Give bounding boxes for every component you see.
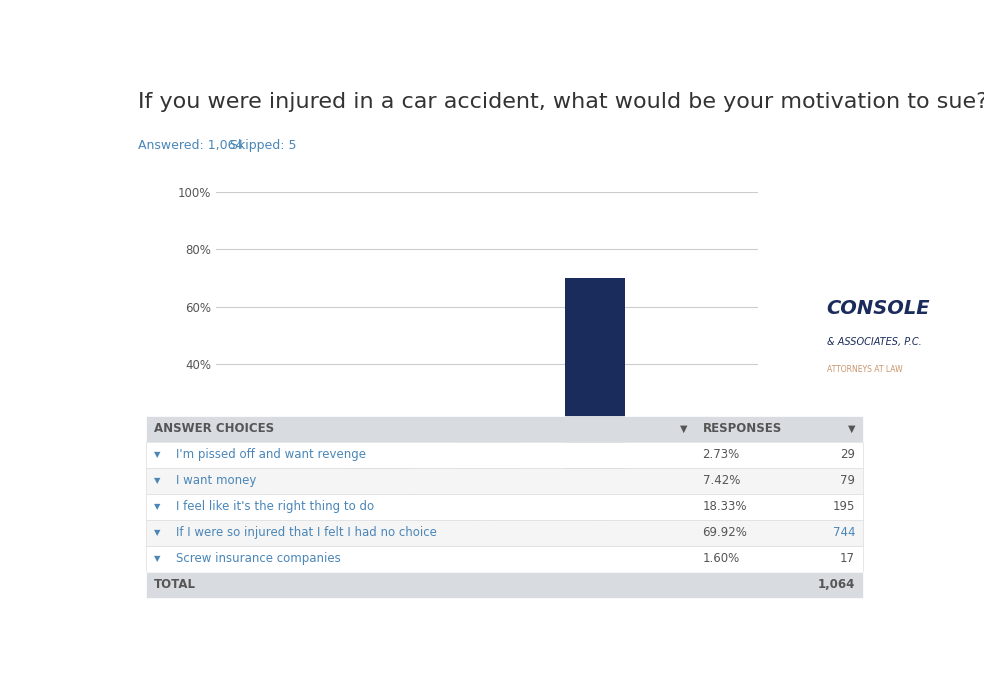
Bar [566, 278, 625, 480]
Text: ▼: ▼ [154, 476, 160, 485]
FancyBboxPatch shape [146, 546, 863, 571]
Text: Skipped: 5: Skipped: 5 [230, 139, 296, 152]
Text: I want money: I want money [176, 474, 257, 487]
Text: 7.42%: 7.42% [703, 474, 740, 487]
Text: I'm pissed off and want revenge: I'm pissed off and want revenge [176, 448, 366, 461]
FancyBboxPatch shape [146, 442, 863, 468]
Text: ▼: ▼ [154, 450, 160, 459]
Text: RESPONSES: RESPONSES [703, 422, 782, 435]
Text: ▼: ▼ [680, 423, 687, 434]
Text: 195: 195 [832, 500, 855, 513]
FancyBboxPatch shape [146, 416, 863, 442]
Text: 29: 29 [840, 448, 855, 461]
Text: If I were so injured that I felt I had no choice: If I were so injured that I felt I had n… [176, 526, 437, 539]
Bar [349, 458, 408, 480]
FancyBboxPatch shape [146, 468, 863, 494]
Text: 79: 79 [840, 474, 855, 487]
Text: 17: 17 [840, 552, 855, 565]
Text: 744: 744 [832, 526, 855, 539]
Text: If you were injured in a car accident, what would be your motivation to sue?: If you were injured in a car accident, w… [138, 92, 984, 112]
Text: TOTAL: TOTAL [154, 578, 196, 591]
Text: & ASSOCIATES, P.C.: & ASSOCIATES, P.C. [827, 338, 921, 347]
Text: 2.73%: 2.73% [703, 448, 740, 461]
Text: 1.60%: 1.60% [703, 552, 740, 565]
Text: I feel like it's the right thing to do: I feel like it's the right thing to do [176, 500, 375, 513]
Text: Screw insurance companies: Screw insurance companies [176, 552, 341, 565]
Text: 1,064: 1,064 [818, 578, 855, 591]
Text: ▼: ▼ [154, 554, 160, 563]
Text: 18.33%: 18.33% [703, 500, 747, 513]
Text: CONSOLE: CONSOLE [827, 299, 930, 318]
Bar [241, 472, 300, 480]
Text: ▼: ▼ [154, 502, 160, 511]
FancyBboxPatch shape [146, 494, 863, 520]
Bar [674, 475, 733, 480]
FancyBboxPatch shape [146, 571, 863, 597]
Text: ANSWER CHOICES: ANSWER CHOICES [154, 422, 274, 435]
FancyBboxPatch shape [146, 520, 863, 546]
Text: ATTORNEYS AT LAW: ATTORNEYS AT LAW [827, 365, 902, 375]
Text: ▼: ▼ [154, 528, 160, 537]
Bar [458, 427, 517, 479]
Text: ▼: ▼ [847, 423, 855, 434]
Text: 69.92%: 69.92% [703, 526, 748, 539]
Text: Answered: 1,064: Answered: 1,064 [138, 139, 244, 152]
